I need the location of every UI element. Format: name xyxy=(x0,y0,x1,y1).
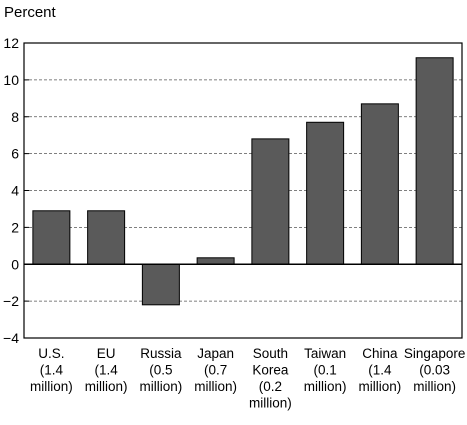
bars xyxy=(32,57,454,306)
bar xyxy=(360,103,399,265)
y-tick-label: 10 xyxy=(3,72,19,88)
y-tick-label: 8 xyxy=(11,109,19,125)
x-category-label-line: Singapore xyxy=(404,346,466,361)
x-category-label-line: million) xyxy=(304,379,347,394)
x-category-label-line: (0.5 xyxy=(149,363,172,378)
x-category-label: China (1.4 million) xyxy=(358,346,401,394)
x-category-label: Taiwan (0.1 million) xyxy=(304,346,347,394)
x-category-label-line: EU xyxy=(97,346,116,361)
x-category-label-line: U.S. xyxy=(38,346,64,361)
x-category-label-line: (1.4 xyxy=(40,363,64,378)
x-category-label-line: million) xyxy=(194,379,237,394)
x-category-label-line: million) xyxy=(358,379,401,394)
x-axis-labels: U.S. (1.4 million)EU (1.4 million)Russia (0.5… xyxy=(30,346,465,411)
x-category-label-line: (0.03 xyxy=(419,363,450,378)
x-category-label-line: (0.2 xyxy=(259,379,282,394)
y-tick-label: 6 xyxy=(11,146,19,162)
x-category-label-line: (0.1 xyxy=(313,363,336,378)
x-category-label-line: Taiwan xyxy=(304,346,346,361)
bar xyxy=(141,263,180,306)
x-category-label-line: Japan xyxy=(197,346,234,361)
bar xyxy=(32,210,71,265)
x-category-label-line: million) xyxy=(139,379,182,394)
bar xyxy=(196,257,235,265)
x-category-label: South Korea (0.2 million) xyxy=(249,346,292,411)
bar xyxy=(415,57,454,265)
x-category-label-line: million) xyxy=(249,396,292,411)
y-tick-label: 0 xyxy=(11,256,19,272)
y-tick-label: −4 xyxy=(3,330,19,346)
x-category-label-line: (0.7 xyxy=(204,363,227,378)
x-category-label-line: million) xyxy=(413,379,456,394)
y-tick-label: 4 xyxy=(11,183,19,199)
x-category-label-line: (1.4 xyxy=(94,363,118,378)
y-tick-label: 2 xyxy=(11,219,19,235)
x-category-label: Singapore (0.03 million) xyxy=(404,346,466,394)
bar xyxy=(306,121,345,265)
x-category-label-line: South xyxy=(253,346,288,361)
x-category-label-line: (1.4 xyxy=(368,363,392,378)
y-axis-label: Percent xyxy=(4,4,57,21)
x-category-label: Japan (0.7 million) xyxy=(194,346,237,394)
bar xyxy=(251,138,290,265)
x-category-label-line: million) xyxy=(85,379,128,394)
x-category-label-line: China xyxy=(362,346,398,361)
y-tick-label: −2 xyxy=(3,293,19,309)
y-axis-ticks: 12 10 8 6 4 2 0 −2 −4 xyxy=(3,35,29,346)
x-category-label-line: million) xyxy=(30,379,73,394)
bar xyxy=(87,210,126,265)
x-category-label: Russia (0.5 million) xyxy=(139,346,182,394)
x-category-label: U.S. (1.4 million) xyxy=(30,346,73,394)
x-category-label-line: Korea xyxy=(252,363,289,378)
y-tick-label: 12 xyxy=(3,35,19,51)
x-category-label-line: Russia xyxy=(140,346,182,361)
x-category-label: EU (1.4 million) xyxy=(85,346,128,394)
